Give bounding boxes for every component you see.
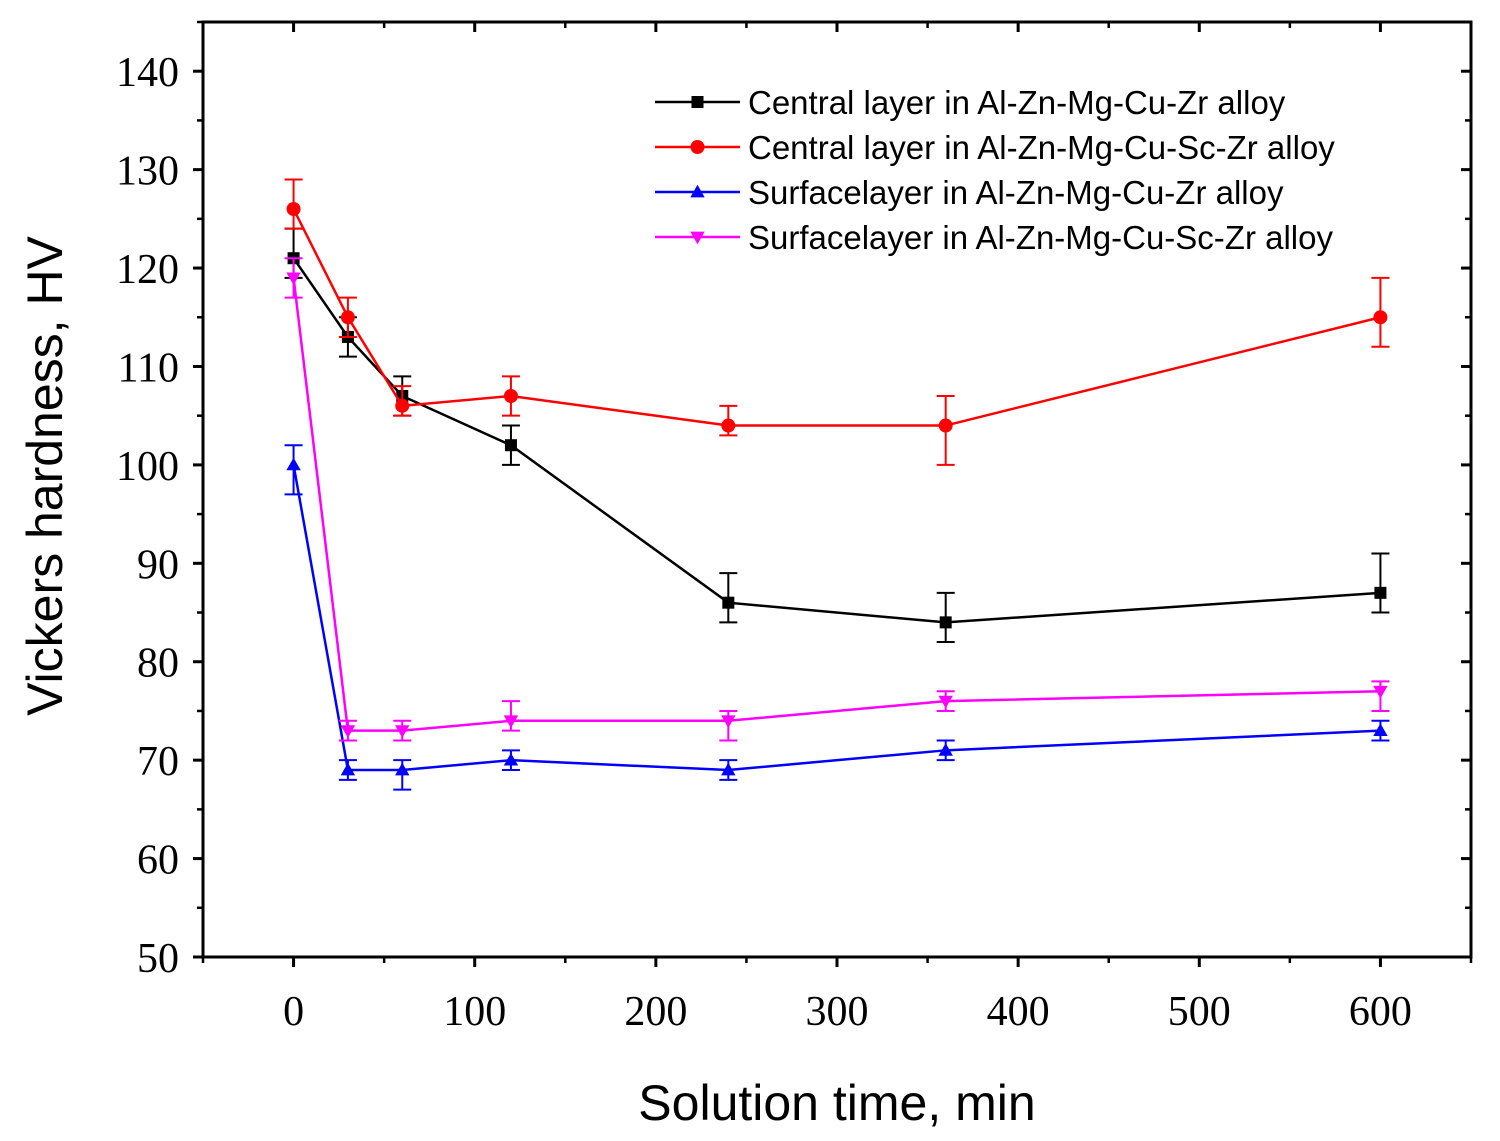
x-axis: 0 100 200 300 400 500 600: [201, 22, 1473, 1035]
series-line: [292, 257, 1381, 624]
legend-item: Central layer in Al-Zn-Mg-Cu-Sc-Zr alloy: [655, 129, 1335, 166]
legend-item: Surfacelayer in Al-Zn-Mg-Cu-Zr alloy: [655, 174, 1284, 211]
y-tick-label: 60: [137, 838, 179, 884]
series-3: [284, 444, 1390, 791]
data-point: [721, 715, 736, 728]
data-point: [722, 596, 735, 609]
y-tick-label: 100: [116, 444, 179, 490]
y-tick-label: 90: [137, 542, 179, 588]
y-tick-label: 80: [137, 641, 179, 687]
x-tick-label: 100: [443, 989, 506, 1035]
legend-marker: [690, 140, 705, 154]
data-point: [340, 725, 356, 738]
legend-item: Central layer in Al-Zn-Mg-Cu-Zr alloy: [655, 84, 1286, 121]
y-tick-label: 120: [116, 247, 179, 293]
y-tick-label: 110: [118, 345, 179, 391]
x-tick-label: 300: [806, 989, 869, 1035]
y-axis-title: Vickers hardness, HV: [17, 235, 73, 715]
legend: Central layer in Al-Zn-Mg-Cu-Zr alloy Cen…: [655, 84, 1335, 256]
data-point: [395, 398, 410, 413]
data-point: [1373, 723, 1388, 737]
series-line: [292, 277, 1381, 732]
data-point: [340, 310, 355, 325]
x-tick-label: 400: [987, 989, 1050, 1035]
x-tick-label: 200: [624, 989, 687, 1035]
data-point: [340, 762, 356, 776]
data-point: [395, 762, 410, 776]
data-point: [503, 715, 519, 728]
data-point: [1373, 685, 1388, 699]
x-tick-label: 0: [283, 989, 304, 1035]
data-point: [286, 457, 301, 471]
series-line: [292, 464, 1381, 772]
y-tick-label: 70: [137, 739, 179, 785]
data-point: [721, 418, 736, 433]
y-tick-label: 50: [137, 936, 179, 982]
data-point: [286, 272, 301, 286]
series-4: [284, 257, 1390, 742]
data-point: [503, 752, 519, 766]
series-layer: [284, 178, 1390, 791]
y-tick-label: 140: [116, 50, 179, 96]
data-point: [1373, 310, 1388, 325]
data-point: [938, 743, 953, 756]
legend-item: Surfacelayer in Al-Zn-Mg-Cu-Sc-Zr alloy: [655, 219, 1333, 256]
data-point: [504, 439, 517, 452]
x-tick-label: 500: [1168, 989, 1231, 1035]
legend-marker: [691, 96, 704, 108]
legend-label: Surfacelayer in Al-Zn-Mg-Cu-Sc-Zr alloy: [748, 219, 1333, 256]
data-point: [938, 418, 953, 433]
series-2: [284, 178, 1390, 466]
legend-label: Central layer in Al-Zn-Mg-Cu-Zr alloy: [748, 84, 1286, 121]
y-tick-label: 130: [116, 149, 179, 195]
legend-marker: [690, 184, 705, 198]
legend-label: Central layer in Al-Zn-Mg-Cu-Sc-Zr alloy: [748, 129, 1335, 166]
data-point: [286, 202, 301, 216]
x-tick-label: 600: [1349, 989, 1412, 1035]
data-point: [938, 695, 953, 709]
legend-label: Surfacelayer in Al-Zn-Mg-Cu-Zr alloy: [748, 174, 1284, 211]
series-1: [284, 227, 1390, 644]
data-point: [1374, 586, 1387, 599]
data-point: [939, 616, 952, 629]
data-point: [503, 389, 518, 403]
x-axis-title: Solution time, min: [638, 1075, 1035, 1131]
data-point: [395, 725, 410, 738]
data-point: [721, 762, 736, 776]
y-axis: 50 60 70 80 90 100 110 120 130 140: [116, 20, 1471, 982]
legend-marker: [690, 231, 705, 245]
